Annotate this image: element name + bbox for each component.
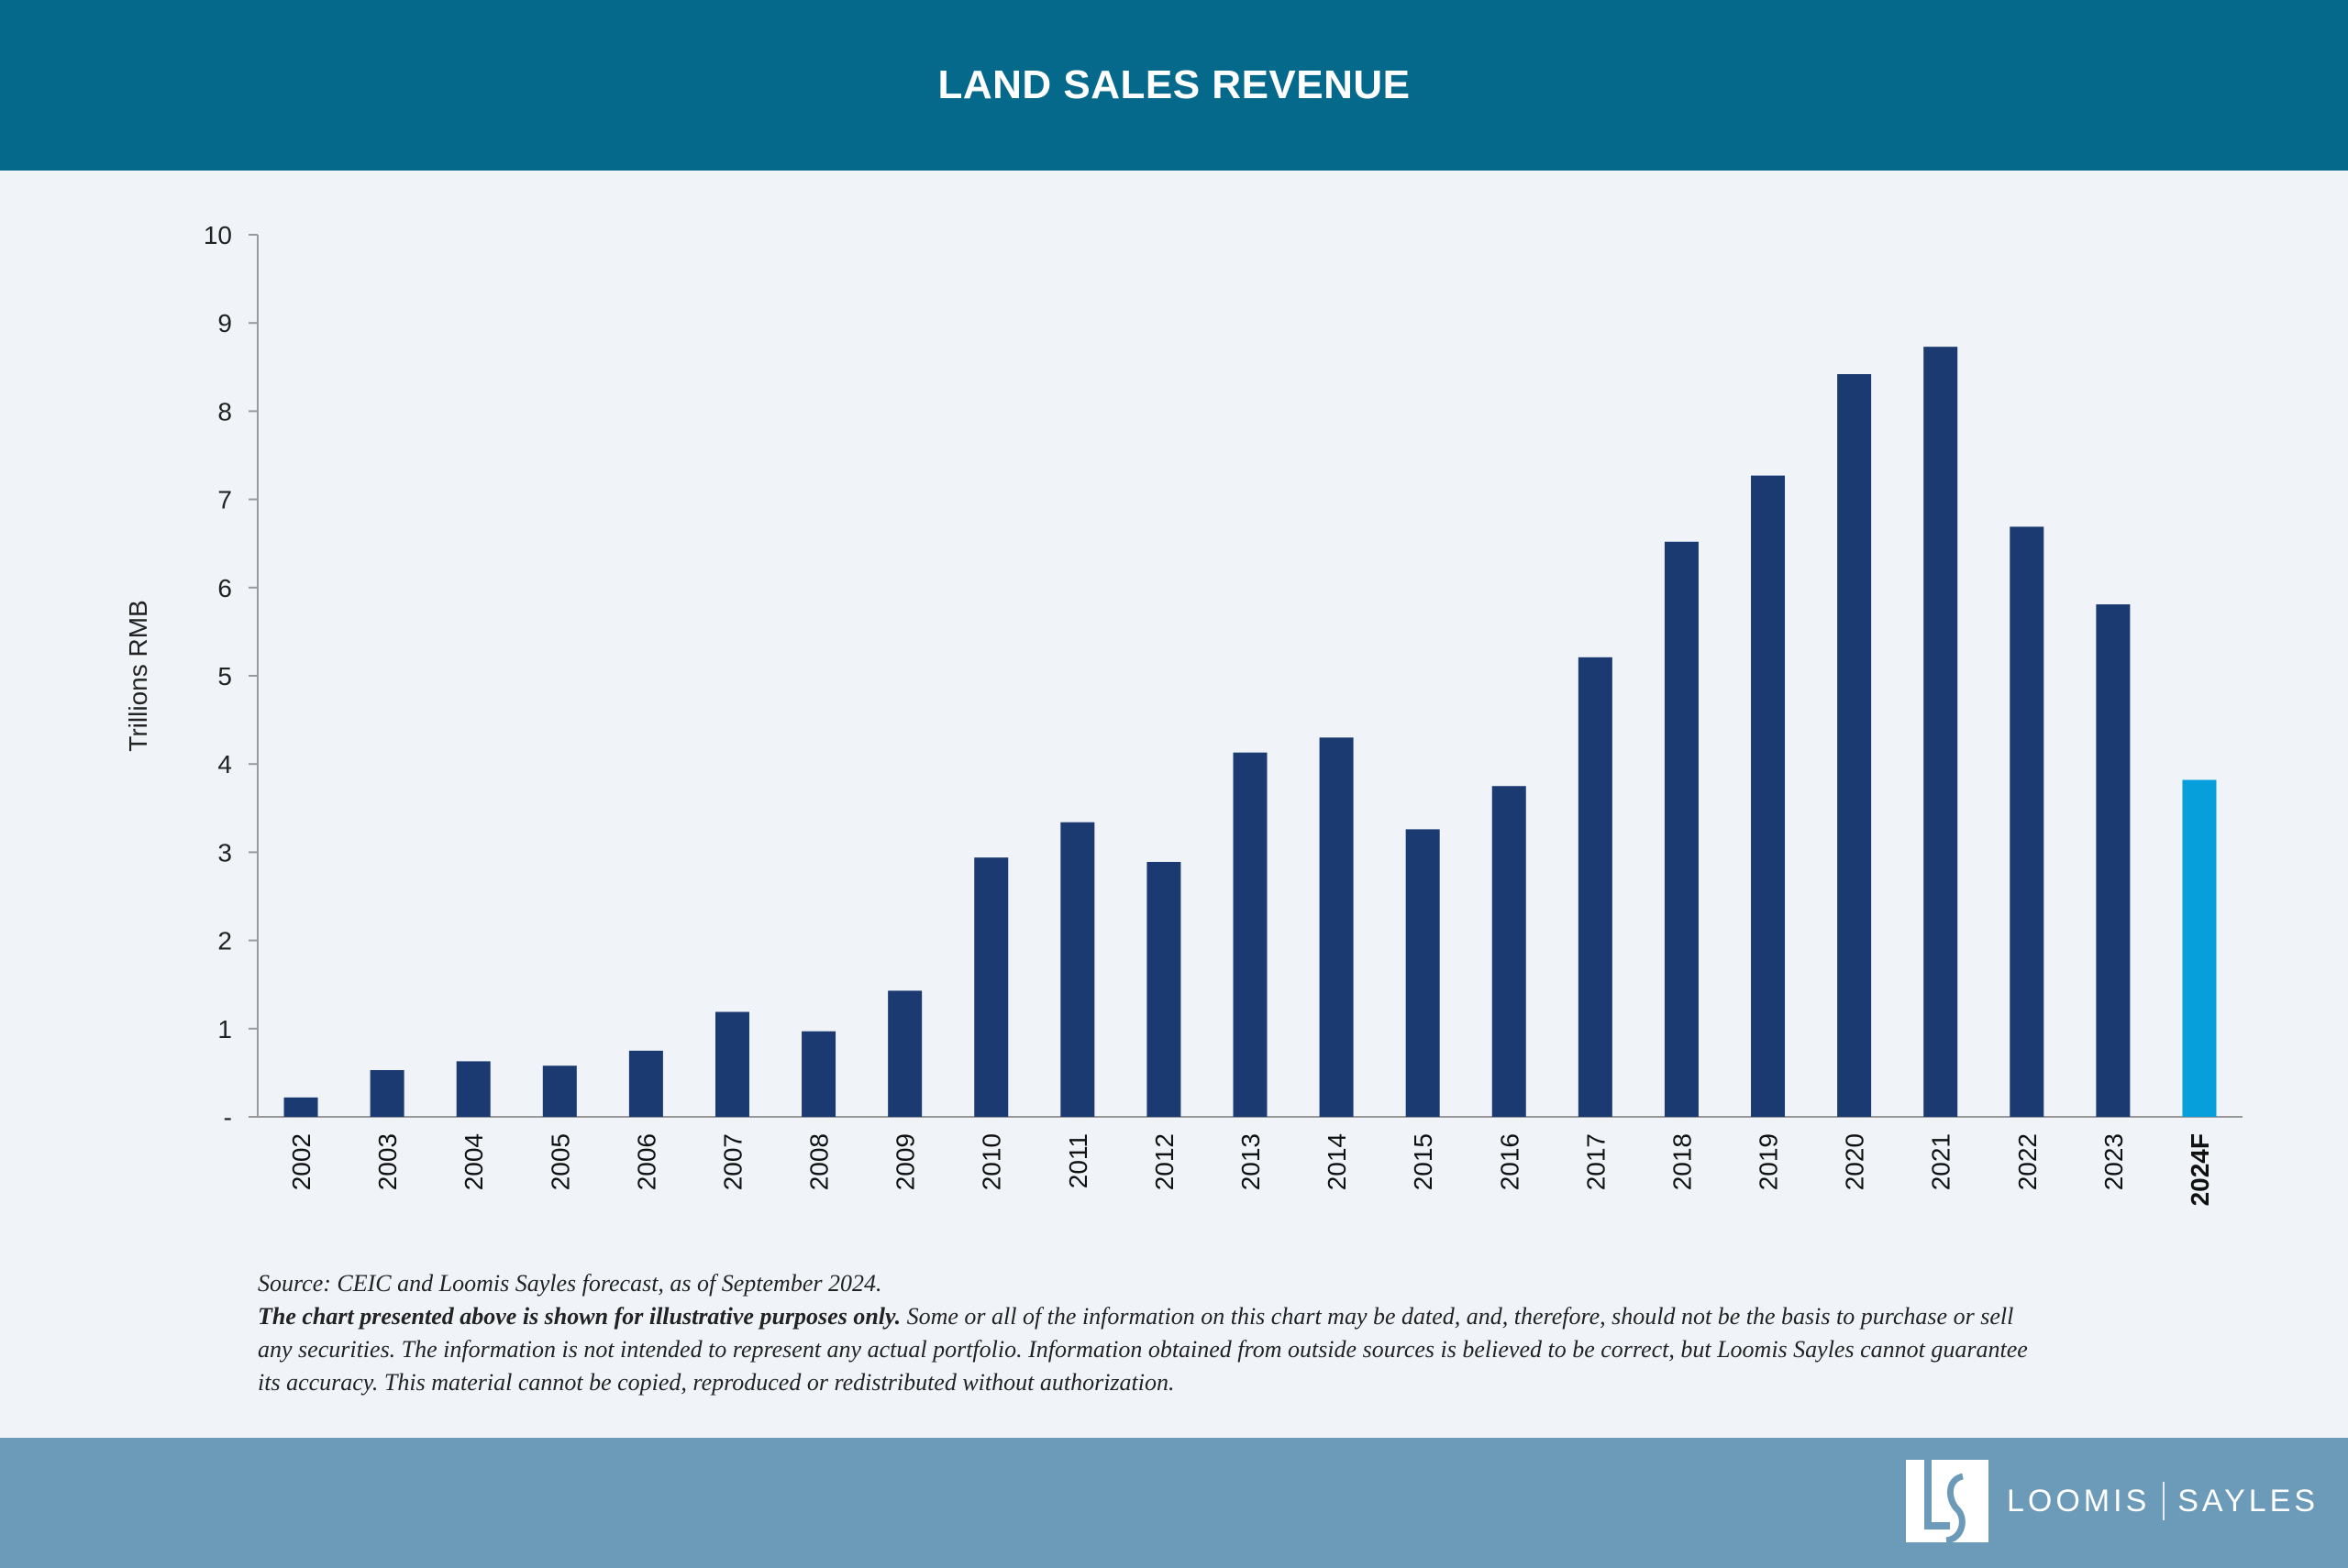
x-tick-label: 2022 [2013,1133,2042,1190]
bar-2018 [1664,541,1699,1117]
bar-2016 [1491,786,1526,1117]
bar-2011 [1060,822,1095,1117]
disclaimer-bold: The chart presented above is shown for i… [258,1303,902,1330]
disclaimer-text: Some or all of the information on this c… [258,1303,2028,1396]
header-banner: LAND SALES REVENUE [0,0,2348,171]
y-tick-label: 5 [217,662,232,690]
x-tick-label: 2021 [1927,1133,1955,1190]
x-tick-label: 2023 [2099,1133,2128,1190]
bar-2008 [802,1031,836,1117]
disclaimer: The chart presented above is shown for i… [258,1300,2046,1399]
bar-2006 [628,1050,663,1117]
x-tick-label: 2020 [1841,1133,1869,1190]
logo-divider [2163,1482,2165,1520]
x-tick-label: 2006 [632,1133,660,1190]
bar-2022 [2010,526,2044,1117]
x-tick-label: 2007 [718,1133,747,1190]
x-tick-label: 2014 [1323,1133,1351,1190]
bar-2003 [370,1070,404,1117]
bar-2004 [456,1061,491,1117]
y-tick-label: 7 [217,486,232,514]
bar-2021 [1923,347,1958,1117]
y-axis-label: Trillions RMB [124,600,152,751]
bar-2020 [1837,373,1872,1118]
y-tick-label: 3 [217,838,232,867]
bar-2012 [1146,861,1181,1117]
bar-2023 [2096,604,2131,1117]
x-tick-label: 2003 [373,1133,402,1190]
source-note: Source: CEIC and Loomis Sayles forecast,… [258,1270,882,1297]
x-tick-label: 2012 [1150,1133,1179,1190]
x-tick-label: 2024F [2186,1133,2214,1206]
x-tick-label: 2011 [1064,1133,1092,1188]
x-tick-label: 2013 [1236,1133,1265,1190]
bar-chart: - 1 2 3 4 5 6 7 8 9 10 Trillions RMB 2002 2003 2004 200… [124,221,2243,1206]
y-tick-label: 1 [217,1015,232,1043]
x-tick-label: 2015 [1409,1133,1437,1190]
bar-2019 [1751,475,1786,1117]
loomis-sayles-logo: LOOMIS SAYLES [1906,1460,2320,1544]
bar-2024F [2182,779,2217,1117]
bar-2010 [974,857,1009,1117]
x-tick-label: 2016 [1495,1133,1523,1190]
y-tick-label: 10 [204,221,232,249]
x-tick-label: 2018 [1667,1133,1696,1190]
y-tick-label: 8 [217,397,232,425]
y-tick-label: - [224,1103,232,1132]
bar-2009 [888,990,923,1117]
x-tick-label: 2010 [978,1133,1006,1190]
x-tick-label: 2008 [805,1133,834,1190]
x-tick-label: 2019 [1755,1133,1783,1190]
x-tick-label: 2017 [1581,1133,1610,1190]
x-tick-label: 2004 [460,1133,488,1190]
bar-2005 [542,1066,577,1117]
logo-text-left: LOOMIS [2007,1483,2151,1518]
bar-2002 [283,1097,318,1117]
chart-notes: Source: CEIC and Loomis Sayles forecast,… [258,1267,2046,1399]
y-tick-label: 4 [217,750,232,778]
logo-text-right: SAYLES [2177,1483,2320,1518]
bar-2014 [1319,737,1354,1117]
y-tick-label: 2 [217,927,232,955]
x-tick-label: 2009 [892,1133,920,1190]
ls-logo-mark-icon [1906,1460,1988,1544]
bar-2015 [1405,829,1440,1117]
footer-band: LOOMIS SAYLES [0,1438,2348,1568]
x-tick-label: 2002 [287,1133,316,1190]
bar-2013 [1233,752,1268,1117]
chart-title: LAND SALES REVENUE [937,62,1411,107]
bar-2007 [714,1011,749,1117]
x-tick-label: 2005 [546,1133,574,1190]
bar-2017 [1578,657,1612,1117]
y-tick-label: 9 [217,309,232,337]
y-tick-label: 6 [217,574,232,602]
